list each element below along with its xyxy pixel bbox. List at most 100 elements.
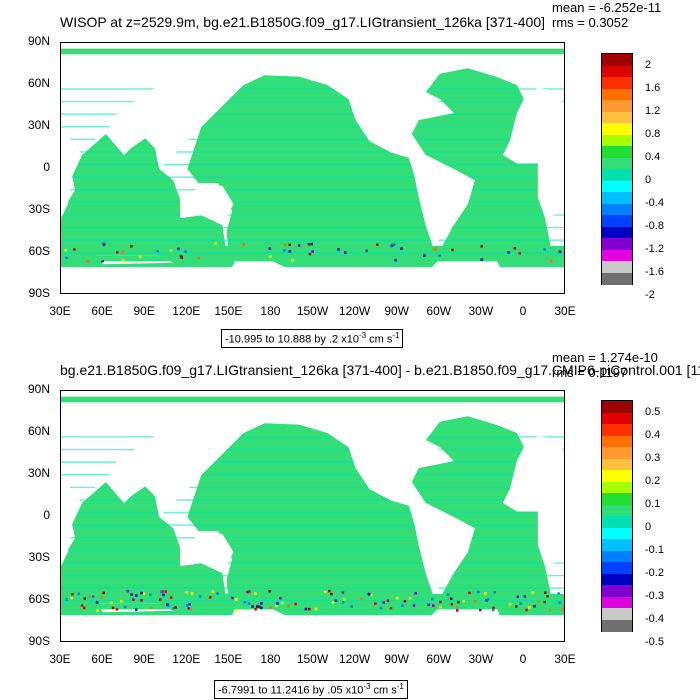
- anomaly-speck: [408, 597, 412, 600]
- arctic-ocean-field: [61, 396, 564, 403]
- continent-land: [180, 185, 234, 225]
- range-unit: cm s: [366, 333, 393, 346]
- pacific-ocean-field: [187, 75, 433, 256]
- anomaly-speck: [508, 602, 512, 606]
- colorbar-swatch: [602, 619, 632, 632]
- anomaly-speck: [288, 250, 292, 253]
- x-tick-label: 60W: [426, 304, 452, 318]
- colorbar-label: 1.2: [645, 104, 661, 117]
- texture-band: [61, 574, 564, 577]
- continent-land: [61, 475, 82, 566]
- anomaly-speck: [256, 605, 259, 608]
- colorbar-swatch: [602, 215, 632, 227]
- texture-band: [61, 549, 564, 552]
- anomaly-speck: [368, 593, 371, 596]
- anomaly-speck: [120, 599, 123, 603]
- texture-band: [61, 201, 564, 204]
- anomaly-speck: [323, 590, 327, 594]
- anomaly-speck: [96, 609, 99, 612]
- x-tick-label: 30E: [554, 304, 576, 318]
- colorbar-swatch: [602, 493, 632, 505]
- anomaly-speck: [514, 605, 518, 608]
- anomaly-speck: [185, 590, 188, 594]
- texture-band: [61, 126, 564, 128]
- colorbar-strip: [601, 53, 633, 285]
- plot-title: WISOP at z=2529.9m, bg.e21.B1850G.f09_g1…: [60, 14, 546, 30]
- anomaly-speck: [257, 605, 261, 608]
- anomaly-speck: [123, 605, 127, 609]
- y-tick-label: 30S: [28, 550, 50, 564]
- x-tick-label: 90E: [133, 304, 155, 318]
- anomaly-speck: [287, 604, 290, 608]
- anomaly-speck: [477, 590, 480, 594]
- anomaly-speck: [468, 591, 471, 595]
- anomaly-speck: [374, 602, 377, 605]
- anomaly-speck: [260, 602, 263, 605]
- anomaly-speck: [275, 604, 278, 608]
- anomaly-speck: [439, 605, 442, 609]
- anomaly-speck: [160, 590, 163, 594]
- y-tick-label: 30N: [27, 118, 50, 132]
- colorbar-swatch: [602, 481, 632, 494]
- anomaly-speck: [231, 596, 234, 600]
- anomaly-speck: [427, 603, 430, 607]
- anomaly-speck: [208, 596, 212, 599]
- anomaly-speck: [386, 599, 390, 603]
- texture-band: [61, 226, 564, 229]
- anomaly-speck: [331, 600, 335, 604]
- x-tick-label: 120E: [172, 304, 201, 318]
- arctic-ocean-field: [61, 48, 564, 55]
- anomaly-speck: [177, 247, 180, 251]
- x-tick-label: 120W: [338, 652, 371, 666]
- anomaly-speck: [162, 593, 165, 597]
- anomaly-speck: [121, 250, 125, 254]
- anomaly-speck: [140, 599, 143, 602]
- anomaly-speck: [216, 592, 219, 595]
- anomaly-speck: [394, 258, 397, 262]
- map-plot: [60, 390, 565, 642]
- anomaly-speck: [412, 604, 416, 607]
- texture-band: [61, 474, 564, 476]
- colorbar-label: 0: [645, 520, 652, 533]
- colorbar-swatch: [602, 123, 632, 135]
- anomaly-speck: [100, 596, 104, 599]
- anomaly-speck: [134, 608, 138, 611]
- contour-range-label: -10.995 to 10.888 by .2 x10-3 cm s-1: [221, 329, 404, 348]
- anomaly-speck: [242, 243, 246, 246]
- anomaly-speck: [558, 250, 562, 254]
- atlantic-ocean-field: [411, 416, 552, 604]
- anomaly-speck: [172, 607, 175, 610]
- colorbar-swatch: [602, 157, 632, 170]
- anomaly-speck: [334, 599, 338, 602]
- texture-band: [61, 239, 564, 241]
- texture-band: [61, 151, 564, 153]
- texture-band: [61, 436, 564, 438]
- anomaly-speck: [543, 600, 546, 604]
- colorbar-swatch: [602, 249, 632, 262]
- anomaly-speck: [376, 243, 379, 246]
- texture-band: [61, 88, 564, 90]
- anomaly-speck: [486, 598, 490, 601]
- range-text: -6.7991 to 11.2416 by .05 x10: [218, 684, 364, 697]
- colorbar-swatch: [602, 100, 632, 112]
- colorbar-label: 0.8: [645, 127, 661, 140]
- anomaly-speck: [65, 256, 68, 260]
- x-tick-label: 90W: [384, 304, 409, 318]
- anomaly-speck: [350, 605, 353, 608]
- anomaly-speck: [342, 598, 346, 601]
- anomaly-speck: [248, 590, 251, 593]
- anomaly-speck: [370, 593, 373, 597]
- anomaly-speck: [389, 606, 393, 610]
- anomaly-speck: [214, 242, 218, 245]
- colorbar-swatch: [602, 77, 632, 89]
- colorbar-swatch: [602, 192, 632, 204]
- colorbar-swatch: [602, 550, 632, 563]
- anomaly-speck: [190, 592, 194, 595]
- anomaly-speck: [169, 596, 173, 599]
- rms-stat: rms = 0.3052: [552, 15, 629, 30]
- contour-range-label: -6.7991 to 11.2416 by .05 x10-3 cm s-1: [214, 680, 408, 699]
- anomaly-speck: [438, 254, 441, 257]
- colorbar-swatch: [602, 527, 632, 540]
- y-tick-label: 90N: [27, 34, 50, 48]
- anomaly-speck: [65, 598, 68, 601]
